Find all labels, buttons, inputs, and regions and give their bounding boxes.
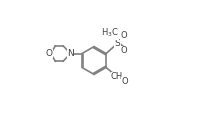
Text: O: O [120, 46, 127, 55]
Text: CH: CH [110, 72, 122, 81]
Text: O: O [121, 77, 128, 87]
Text: O: O [46, 49, 53, 58]
Text: N: N [67, 49, 73, 58]
Text: S: S [114, 39, 120, 48]
Text: H$_3$C: H$_3$C [100, 27, 118, 39]
Text: O: O [120, 31, 127, 41]
